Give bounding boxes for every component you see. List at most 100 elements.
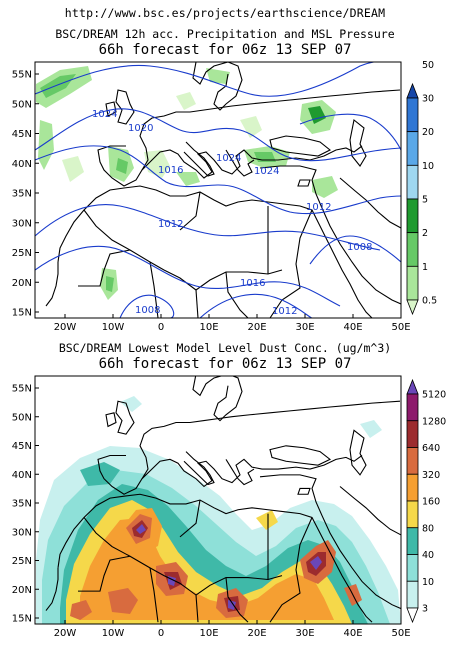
lat-tick-label: 25N [12, 248, 32, 259]
panel1-background [35, 62, 401, 318]
isobar-label-1024: 1024 [92, 109, 117, 120]
colorbar-level-label: 20 [422, 127, 434, 138]
lon-tick-label: 0 [158, 322, 164, 333]
lon-tick-label: 50E [391, 322, 410, 333]
panel2-lon-axis: 20W 10W 0 10E 20E 30E 40E 50E [54, 620, 411, 639]
colorbar-level-label: 40 [422, 550, 434, 561]
colorbar-level-label: 10 [422, 161, 434, 172]
colorbar-segment [406, 97, 419, 133]
colorbar-level-label: 0.5 [422, 296, 437, 307]
lat-tick-label: 40N [12, 470, 32, 481]
colorbar-top-arrow [406, 378, 419, 395]
colorbar-segment [406, 420, 419, 448]
isobar-label-1012-south: 1012 [272, 306, 297, 317]
colorbar-level-label: 30 [422, 94, 434, 105]
colorbar-level-label: 160 [422, 497, 440, 508]
panel1-subtitle: 66h forecast for 06z 13 SEP 07 [98, 42, 352, 58]
colorbar-top-arrow [406, 82, 419, 99]
colorbar-segment [406, 265, 419, 301]
lat-tick-label: 20N [12, 278, 32, 289]
panel1-lon-axis: 20W 10W 0 10E 20E 30E 40E 50E [54, 314, 411, 333]
colorbar-segment [406, 198, 419, 234]
colorbar-level-label: 5120 [422, 390, 446, 401]
lat-tick-label: 20N [12, 585, 32, 596]
isobar-label-1012: 1012 [158, 219, 183, 230]
source-url: http://www.bsc.es/projects/earthscience/… [64, 6, 386, 20]
isobar-label-1008-south: 1008 [135, 305, 160, 316]
colorbar-level-label: 3 [422, 604, 428, 615]
lon-tick-label: 10W [102, 322, 125, 333]
lat-tick-label: 15N [12, 308, 32, 319]
isobar-label-1020: 1020 [128, 123, 153, 134]
panel2-frame [34, 375, 402, 625]
lat-tick-label: 55N [12, 384, 32, 395]
colorbar-segment [406, 580, 419, 609]
colorbar-level-label: 1 [422, 262, 428, 273]
lon-tick-label: 10E [199, 628, 218, 639]
colorbar-level-label: 1280 [422, 416, 446, 427]
lon-tick-label: 30E [295, 628, 314, 639]
lat-tick-label: 35N [12, 189, 32, 200]
panel2-title: BSC/DREAM Lowest Model Level Dust Conc. … [58, 341, 392, 355]
lon-tick-label: 40E [343, 322, 362, 333]
colorbar-segment [406, 393, 419, 422]
isobar-label-1024-east: 1024 [254, 166, 279, 177]
colorbar-segment [406, 554, 419, 582]
lon-tick-label: 0 [158, 628, 164, 639]
panel2-lat-axis: 55N 50N 45N 40N 35N 30N 25N 20N 15N [12, 384, 39, 625]
colorbar-segment [406, 473, 419, 502]
lat-tick-label: 50N [12, 99, 32, 110]
colorbar-segment [406, 500, 419, 529]
colorbar-level-label: 5 [422, 195, 428, 206]
isobar-label-1016-south: 1016 [240, 278, 265, 289]
lat-tick-label: 45N [12, 441, 32, 452]
lon-tick-label: 40E [343, 628, 362, 639]
lon-tick-label: 10E [199, 322, 218, 333]
lat-tick-label: 40N [12, 159, 32, 170]
lat-tick-label: 35N [12, 499, 32, 510]
panel1-map: 1024 1020 1016 1012 1008 1008 1016 1012 … [12, 60, 437, 333]
isobar-label-1024-central: 1024 [216, 153, 241, 164]
panel2-subtitle: 66h forecast for 06z 13 SEP 07 [98, 356, 352, 372]
isobar-label-1008: 1008 [347, 242, 372, 253]
lat-tick-label: 55N [12, 70, 32, 81]
lat-tick-label: 30N [12, 218, 32, 229]
lon-tick-label: 20W [54, 322, 77, 333]
isobar-label-1016: 1016 [158, 165, 183, 176]
colorbar-level-label: 2 [422, 228, 428, 239]
colorbar-segment [406, 164, 419, 200]
colorbar-segment [406, 527, 419, 555]
lat-tick-label: 45N [12, 129, 32, 140]
lat-tick-label: 15N [12, 614, 32, 625]
panel1-lat-axis: 55N 50N 45N 40N 35N 30N 25N 20N 15N [12, 70, 39, 319]
dust-concentration-field [36, 396, 401, 624]
colorbar-level-label: 50 [422, 60, 434, 71]
colorbar-bottom-arrow [406, 299, 419, 316]
lon-tick-label: 30E [295, 322, 314, 333]
isobar-label-1012-east: 1012 [306, 202, 331, 213]
colorbar-segment [406, 131, 419, 166]
lon-tick-label: 10W [102, 628, 125, 639]
colorbar-level-label: 320 [422, 470, 440, 481]
colorbar-level-label: 640 [422, 443, 440, 454]
lat-tick-label: 30N [12, 527, 32, 538]
lat-tick-label: 25N [12, 556, 32, 567]
lon-tick-label: 20E [247, 322, 266, 333]
panel1-colorbar: 0.5 1 2 5 10 20 30 50 [406, 60, 437, 316]
colorbar-level-label: 80 [422, 523, 434, 534]
colorbar-bottom-arrow [406, 607, 419, 624]
lon-tick-label: 20W [54, 628, 77, 639]
panel1-frame [34, 61, 402, 319]
panel2-colorbar: 3 10 40 80 160 320 640 1280 5120 [406, 378, 446, 624]
isobar-labels: 1024 1020 1016 1012 1008 1008 1016 1012 … [92, 109, 372, 317]
colorbar-segment [406, 447, 419, 475]
colorbar-segment [406, 232, 419, 267]
lon-tick-label: 50E [391, 628, 410, 639]
panel1-title: BSC/DREAM 12h acc. Precipitation and MSL… [55, 27, 395, 41]
isobars [35, 62, 401, 318]
colorbar-level-label: 10 [422, 577, 434, 588]
lon-tick-label: 20E [247, 628, 266, 639]
lat-tick-label: 50N [12, 412, 32, 423]
